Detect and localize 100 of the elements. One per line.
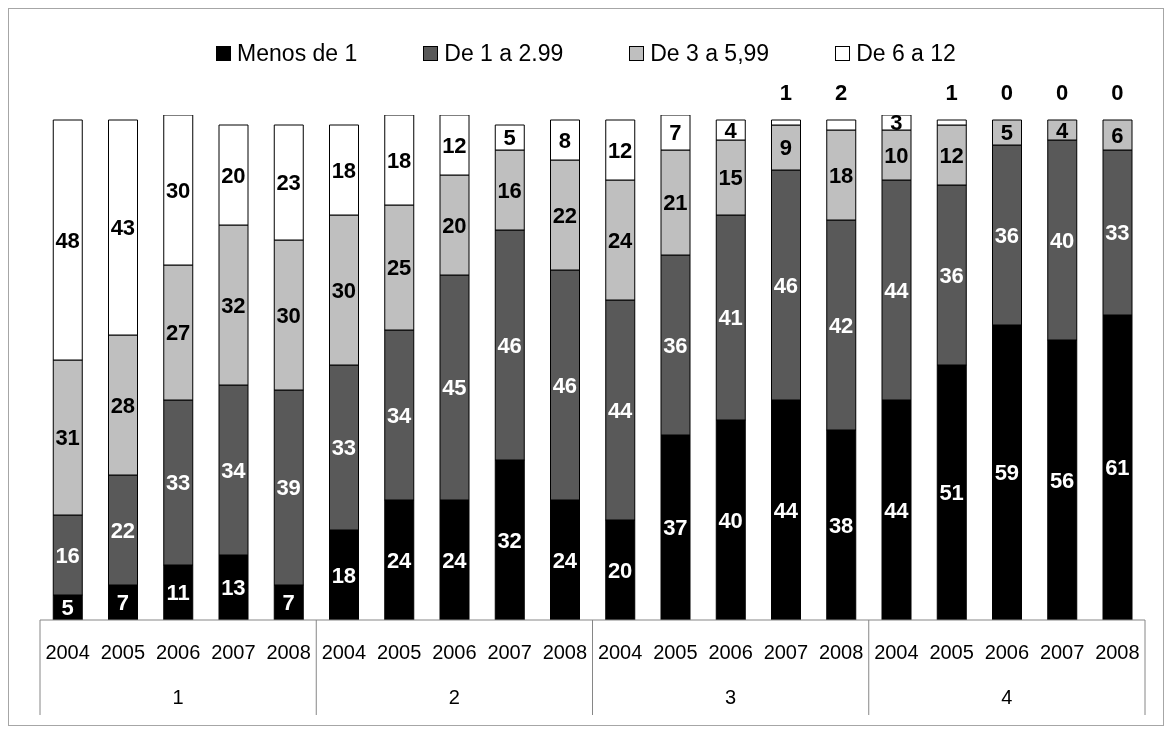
- data-label: 24: [552, 547, 578, 573]
- data-label: 56: [1049, 467, 1075, 493]
- data-label: 5: [503, 125, 516, 150]
- text: 4: [1001, 686, 1013, 708]
- data-label: 9: [779, 135, 792, 160]
- x-tick-label: 2005: [929, 641, 974, 663]
- data-label: 5: [1000, 120, 1013, 145]
- data-label: 34: [221, 457, 247, 483]
- x-tick-label: 2005: [653, 641, 698, 663]
- data-label: 20: [607, 557, 633, 583]
- data-label: 20: [221, 162, 246, 188]
- data-label: 25: [386, 255, 412, 280]
- data-label: 30: [331, 277, 357, 303]
- legend-label: Menos de 1: [236, 39, 358, 67]
- data-label: 18: [828, 162, 854, 188]
- legend-label: De 3 a 5,99: [649, 39, 770, 67]
- data-label: 16: [55, 542, 80, 568]
- data-label: 36: [994, 222, 1020, 248]
- data-label: 30: [276, 302, 301, 328]
- data-label: 30: [165, 177, 191, 203]
- data-label: 34: [386, 402, 413, 428]
- data-label: 36: [663, 332, 688, 358]
- legend-label: De 1 a 2.99: [443, 39, 564, 67]
- x-tick-label: 2004: [874, 641, 919, 663]
- data-label: 36: [939, 262, 964, 288]
- data-label: 46: [497, 332, 522, 358]
- data-label: 18: [331, 157, 357, 183]
- data-label: 1: [945, 79, 958, 105]
- data-label: 7: [669, 120, 682, 145]
- x-tick-label: 2005: [376, 641, 422, 663]
- text: 1: [172, 686, 184, 708]
- data-label: 1: [779, 79, 792, 105]
- data-label: 24: [386, 547, 413, 573]
- data-label: 46: [552, 372, 578, 398]
- data-label: 45: [442, 375, 467, 400]
- data-label: 12: [607, 137, 633, 163]
- data-label: 0: [1111, 79, 1124, 105]
- data-label: 27: [165, 320, 191, 345]
- data-label: 22: [552, 202, 578, 228]
- data-label: 5: [61, 595, 74, 620]
- data-label: 4: [1056, 117, 1069, 143]
- data-label: 10: [884, 142, 909, 168]
- data-label: 15: [718, 165, 743, 190]
- data-label: 6: [1111, 122, 1124, 148]
- data-label: 40: [1049, 227, 1075, 253]
- data-label: 23: [276, 170, 301, 195]
- data-label: 39: [276, 475, 301, 500]
- x-tick-label: 2007: [487, 641, 532, 663]
- data-label: 61: [1105, 455, 1130, 480]
- x-tick-label: 2006: [708, 641, 753, 663]
- data-label: 21: [663, 190, 688, 215]
- data-label: 44: [607, 397, 634, 423]
- data-label: 31: [55, 425, 80, 450]
- x-tick-label: 2005: [100, 641, 146, 663]
- data-label: 44: [884, 497, 910, 523]
- data-label: 46: [773, 272, 799, 298]
- data-label: 28: [110, 392, 136, 418]
- data-label: 32: [221, 292, 246, 318]
- data-label: 7: [116, 590, 129, 615]
- data-label: 18: [386, 147, 412, 173]
- data-label: 33: [331, 435, 357, 460]
- data-label: 59: [994, 460, 1020, 485]
- data-label: 3: [890, 110, 903, 135]
- data-label: 40: [718, 507, 743, 533]
- x-tick-label: 2007: [211, 641, 256, 663]
- data-label: 44: [884, 277, 910, 303]
- x-tick-label: 2007: [763, 641, 809, 663]
- x-tick-label: 2008: [542, 641, 588, 663]
- x-tick-label: 2006: [432, 641, 477, 663]
- data-label: 8: [558, 127, 571, 153]
- data-label: 18: [331, 562, 357, 588]
- data-label: 0: [1056, 79, 1069, 105]
- data-label: 33: [1105, 220, 1130, 245]
- data-label: 7: [282, 590, 295, 615]
- legend-label: De 6 a 12: [855, 39, 956, 67]
- data-label: 37: [663, 515, 688, 540]
- data-label: 11: [166, 580, 190, 605]
- text: 2: [448, 686, 460, 708]
- x-tick-label: 2004: [45, 641, 90, 663]
- x-tick-label: 2004: [321, 641, 367, 663]
- data-label: 4: [724, 117, 738, 143]
- x-tick-label: 2006: [155, 641, 201, 663]
- x-tick-label: 2006: [984, 641, 1030, 663]
- x-tick-label: 2008: [266, 641, 311, 663]
- data-label: 44: [773, 497, 799, 523]
- data-label: 20: [442, 212, 467, 238]
- x-tick-label: 2004: [597, 641, 643, 663]
- data-label: 33: [165, 470, 191, 495]
- text: 3: [725, 686, 737, 708]
- data-label: 12: [939, 142, 964, 168]
- data-label: 51: [939, 480, 964, 505]
- data-label: 48: [55, 227, 80, 253]
- data-label: 24: [442, 547, 468, 573]
- data-label: 2: [835, 79, 848, 105]
- data-label: 43: [110, 215, 136, 240]
- data-label: 42: [828, 312, 854, 338]
- data-label: 32: [497, 527, 522, 553]
- data-label: 13: [221, 575, 246, 600]
- data-label: 22: [110, 517, 136, 543]
- data-label: 24: [607, 227, 634, 253]
